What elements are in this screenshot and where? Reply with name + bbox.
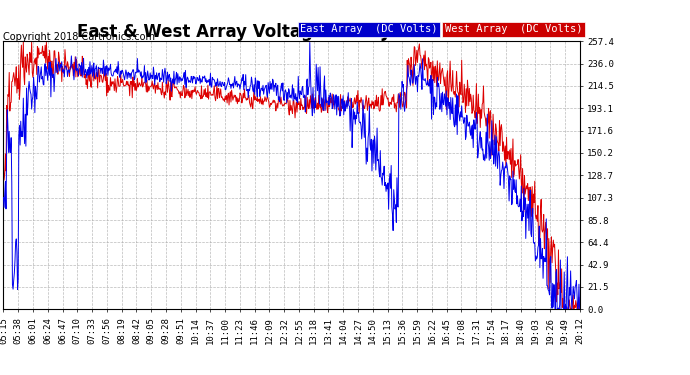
- Text: Copyright 2018 Cartronics.com: Copyright 2018 Cartronics.com: [3, 32, 155, 42]
- Text: West Array  (DC Volts): West Array (DC Volts): [445, 24, 582, 34]
- Text: East Array  (DC Volts): East Array (DC Volts): [300, 24, 437, 34]
- Title: East & West Array Voltage  Wed Jun 13  20:26: East & West Array Voltage Wed Jun 13 20:…: [77, 23, 506, 41]
